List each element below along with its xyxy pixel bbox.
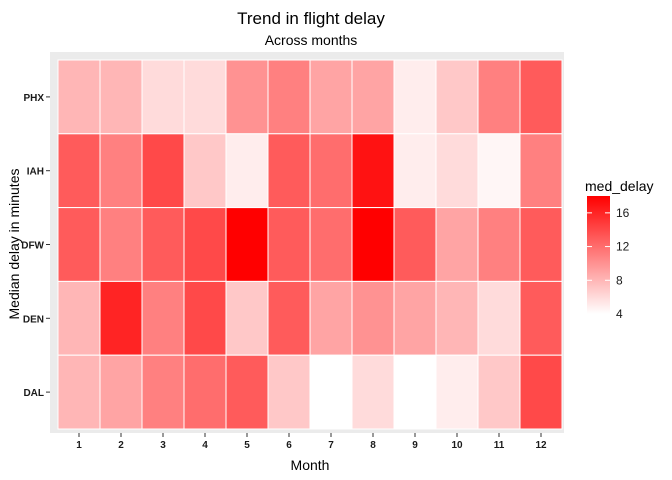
- tile-den-month-3: [141, 280, 185, 356]
- tile-dfw-month-5: [225, 207, 269, 282]
- tile-dfw-month-9: [393, 207, 437, 282]
- tile-iah-month-5: [225, 133, 269, 209]
- tile-dal-month-9: [393, 354, 437, 430]
- tile-den-month-6: [267, 280, 311, 356]
- x-tick-label-9: 9: [412, 440, 418, 451]
- tile-dal-month-11: [477, 354, 521, 430]
- x-tick-label-7: 7: [328, 440, 334, 451]
- tile-dal-month-1: [57, 354, 101, 430]
- tile-dal-month-12: [519, 354, 563, 430]
- tile-phx-month-7: [309, 59, 353, 135]
- tile-phx-month-9: [393, 59, 437, 135]
- legend-tick-label-16: 16: [616, 206, 630, 220]
- y-tick-label-iah: IAH: [27, 167, 44, 178]
- tile-dal-month-7: [309, 354, 353, 430]
- tile-iah-month-6: [267, 133, 311, 209]
- tile-dfw-month-11: [477, 207, 521, 282]
- tile-iah-month-1: [57, 133, 101, 209]
- tile-den-month-9: [393, 280, 437, 356]
- tile-phx-month-10: [435, 59, 479, 135]
- tile-dal-month-5: [225, 354, 269, 430]
- legend-tick-label-4: 4: [616, 307, 623, 321]
- tile-dal-month-4: [183, 354, 227, 430]
- x-tick-label-5: 5: [244, 440, 250, 451]
- chart-title: Trend in flight delay: [237, 9, 385, 28]
- tile-dfw-month-8: [351, 207, 395, 282]
- tile-dal-month-3: [141, 354, 185, 430]
- tile-den-month-10: [435, 280, 479, 356]
- tile-iah-month-4: [183, 133, 227, 209]
- tile-phx-month-1: [57, 59, 101, 135]
- tile-den-month-4: [183, 280, 227, 356]
- tile-den-month-2: [99, 280, 143, 356]
- tile-phx-month-8: [351, 59, 395, 135]
- tile-den-month-12: [519, 280, 563, 356]
- legend-color-bar: [587, 196, 610, 314]
- tile-dfw-month-10: [435, 207, 479, 282]
- tile-phx-month-3: [141, 59, 185, 135]
- tile-phx-month-12: [519, 59, 563, 135]
- x-tick-label-4: 4: [202, 440, 208, 451]
- tile-dfw-month-1: [57, 207, 101, 282]
- tile-iah-month-8: [351, 133, 395, 209]
- y-axis-title: Median delay in minutes: [6, 169, 22, 320]
- tile-den-month-7: [309, 280, 353, 356]
- tile-iah-month-3: [141, 133, 185, 209]
- chart-subtitle: Across months: [265, 32, 358, 48]
- tile-iah-month-10: [435, 133, 479, 209]
- tile-phx-month-5: [225, 59, 269, 135]
- tile-dfw-month-3: [141, 207, 185, 282]
- y-tick-label-dfw: DFW: [21, 241, 44, 252]
- tile-den-month-8: [351, 280, 395, 356]
- tile-den-month-1: [57, 280, 101, 356]
- tile-dfw-month-2: [99, 207, 143, 282]
- x-tick-label-11: 11: [494, 440, 505, 451]
- tile-dfw-month-6: [267, 207, 311, 282]
- tile-dfw-month-7: [309, 207, 353, 282]
- legend-tick-label-8: 8: [616, 273, 623, 287]
- tile-phx-month-6: [267, 59, 311, 135]
- tile-phx-month-4: [183, 59, 227, 135]
- x-axis-title: Month: [291, 457, 330, 473]
- tile-dal-month-6: [267, 354, 311, 430]
- x-tick-label-8: 8: [370, 440, 376, 451]
- x-tick-label-1: 1: [76, 440, 82, 451]
- y-tick-label-den: DEN: [23, 314, 44, 325]
- tile-dfw-month-12: [519, 207, 563, 282]
- tile-iah-month-12: [519, 133, 563, 209]
- tile-dfw-month-4: [183, 207, 227, 282]
- x-tick-label-3: 3: [160, 440, 166, 451]
- y-tick-label-dal: DAL: [23, 388, 44, 399]
- legend-tick-label-12: 12: [616, 240, 630, 254]
- tile-dal-month-8: [351, 354, 395, 430]
- tile-iah-month-7: [309, 133, 353, 209]
- x-tick-label-6: 6: [286, 440, 292, 451]
- x-tick-label-2: 2: [118, 440, 124, 451]
- tile-dal-month-10: [435, 354, 479, 430]
- legend-title: med_delay: [585, 178, 654, 194]
- tile-iah-month-9: [393, 133, 437, 209]
- y-tick-label-phx: PHX: [23, 93, 44, 104]
- tile-phx-month-2: [99, 59, 143, 135]
- tile-den-month-5: [225, 280, 269, 356]
- x-tick-label-12: 12: [535, 440, 547, 451]
- x-tick-label-10: 10: [451, 440, 463, 451]
- tile-iah-month-2: [99, 133, 143, 209]
- color-legend: med_delay 4 8 12 16: [585, 178, 654, 321]
- tile-den-month-11: [477, 280, 521, 356]
- tile-dal-month-2: [99, 354, 143, 430]
- tile-iah-month-11: [477, 133, 521, 209]
- tile-phx-month-11: [477, 59, 521, 135]
